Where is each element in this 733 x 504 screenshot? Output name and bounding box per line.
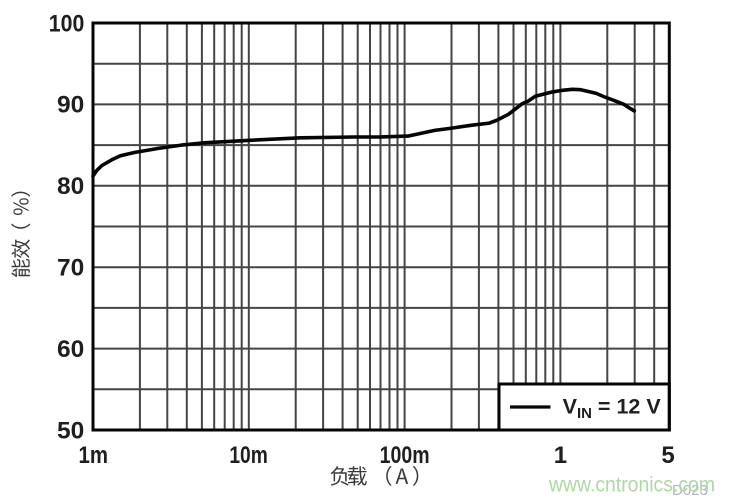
svg-text:www.cntronics.com: www.cntronics.com bbox=[548, 474, 715, 497]
svg-text:80: 80 bbox=[57, 173, 84, 200]
svg-text:100m: 100m bbox=[380, 442, 430, 469]
svg-text:D023: D023 bbox=[672, 482, 708, 499]
svg-text:70: 70 bbox=[57, 255, 84, 282]
svg-text:60: 60 bbox=[57, 336, 84, 363]
svg-text:1: 1 bbox=[554, 442, 567, 469]
svg-text:1m: 1m bbox=[79, 442, 109, 469]
svg-text:5: 5 bbox=[661, 442, 674, 469]
svg-text:100: 100 bbox=[49, 10, 85, 37]
svg-text:90: 90 bbox=[57, 92, 84, 119]
svg-text:10m: 10m bbox=[229, 442, 268, 469]
svg-text:50: 50 bbox=[57, 417, 84, 444]
svg-text:VIN = 12 V: VIN = 12 V bbox=[563, 395, 662, 422]
